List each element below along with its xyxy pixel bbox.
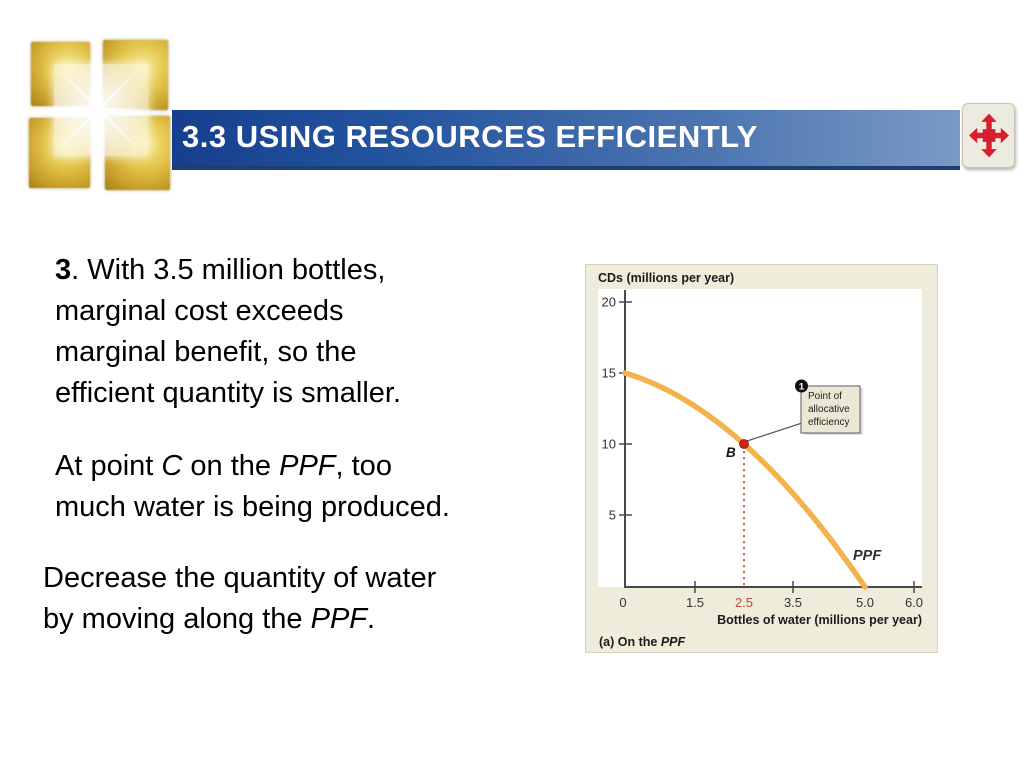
y-axis-title: CDs (millions per year) bbox=[598, 271, 734, 285]
paragraph-marginal-cost: 3. With 3.5 million bottles, marginal co… bbox=[55, 250, 401, 414]
x-tick-label: 5.0 bbox=[856, 595, 874, 610]
navigation-button[interactable] bbox=[962, 103, 1015, 168]
text-line: 3. With 3.5 million bottles, bbox=[55, 254, 386, 286]
x-tick-labels: 0 1.5 2.5 3.5 5.0 6.0 bbox=[619, 595, 923, 610]
header-bar: 3.3 USING RESOURCES EFFICIENTLY bbox=[172, 110, 960, 170]
svg-text:allocative: allocative bbox=[808, 404, 850, 415]
figure-caption: (a) On the PPF bbox=[599, 635, 685, 649]
callout-box bbox=[800, 385, 861, 434]
numbered-badge-circle bbox=[795, 379, 808, 393]
y-tick-label: 15 bbox=[602, 366, 616, 381]
ppf-curve-label: PPF bbox=[853, 548, 882, 564]
text-line: At point C on the PPF, too bbox=[55, 450, 392, 482]
ppf-chart: CDs (millions per year) 20 15 10 5 0 1.5… bbox=[598, 271, 923, 649]
text-line: marginal cost exceeds bbox=[55, 295, 344, 327]
y-tick-label: 10 bbox=[602, 437, 616, 452]
paragraph-point-c: At point C on the PPF, too much water is… bbox=[55, 446, 450, 528]
x-tick-marks bbox=[694, 581, 915, 593]
svg-text:efficiency: efficiency bbox=[808, 417, 850, 428]
page-title: 3.3 USING RESOURCES EFFICIENTLY bbox=[182, 119, 758, 154]
move-icon bbox=[968, 113, 1009, 158]
svg-text:Point of: Point of bbox=[808, 391, 842, 402]
y-tick-label: 5 bbox=[609, 508, 616, 523]
text-line: by moving along the PPF. bbox=[43, 603, 376, 635]
text-line: much water is being produced. bbox=[55, 491, 450, 523]
x-tick-label-efficient-quantity: 2.5 bbox=[735, 595, 753, 610]
step-number: 3 bbox=[55, 254, 72, 286]
slide-logo bbox=[28, 40, 170, 190]
x-tick-label: 1.5 bbox=[686, 595, 704, 610]
text-line: Decrease the quantity of water bbox=[43, 562, 437, 594]
numbered-badge-label: 1 bbox=[799, 382, 805, 393]
x-axis-title: Bottles of water (millions per year) bbox=[717, 613, 922, 627]
callout-text: Point of allocative efficiency bbox=[808, 391, 850, 428]
text-line: efficient quantity is smaller. bbox=[55, 377, 402, 409]
callout-connector-line bbox=[746, 422, 803, 442]
text-line: marginal benefit, so the bbox=[55, 336, 357, 368]
x-tick-label: 0 bbox=[619, 595, 626, 610]
y-tick-labels: 20 15 10 5 bbox=[602, 295, 616, 523]
ppf-figure: CDs (millions per year) 20 15 10 5 0 1.5… bbox=[585, 264, 938, 653]
x-tick-label: 3.5 bbox=[784, 595, 802, 610]
paragraph-decrease-water: Decrease the quantity of water by moving… bbox=[43, 558, 436, 640]
point-b-label: B bbox=[726, 445, 736, 460]
x-tick-label: 6.0 bbox=[905, 595, 923, 610]
plot-area bbox=[598, 289, 922, 587]
y-tick-label: 20 bbox=[602, 295, 616, 310]
point-b-marker bbox=[739, 439, 749, 449]
